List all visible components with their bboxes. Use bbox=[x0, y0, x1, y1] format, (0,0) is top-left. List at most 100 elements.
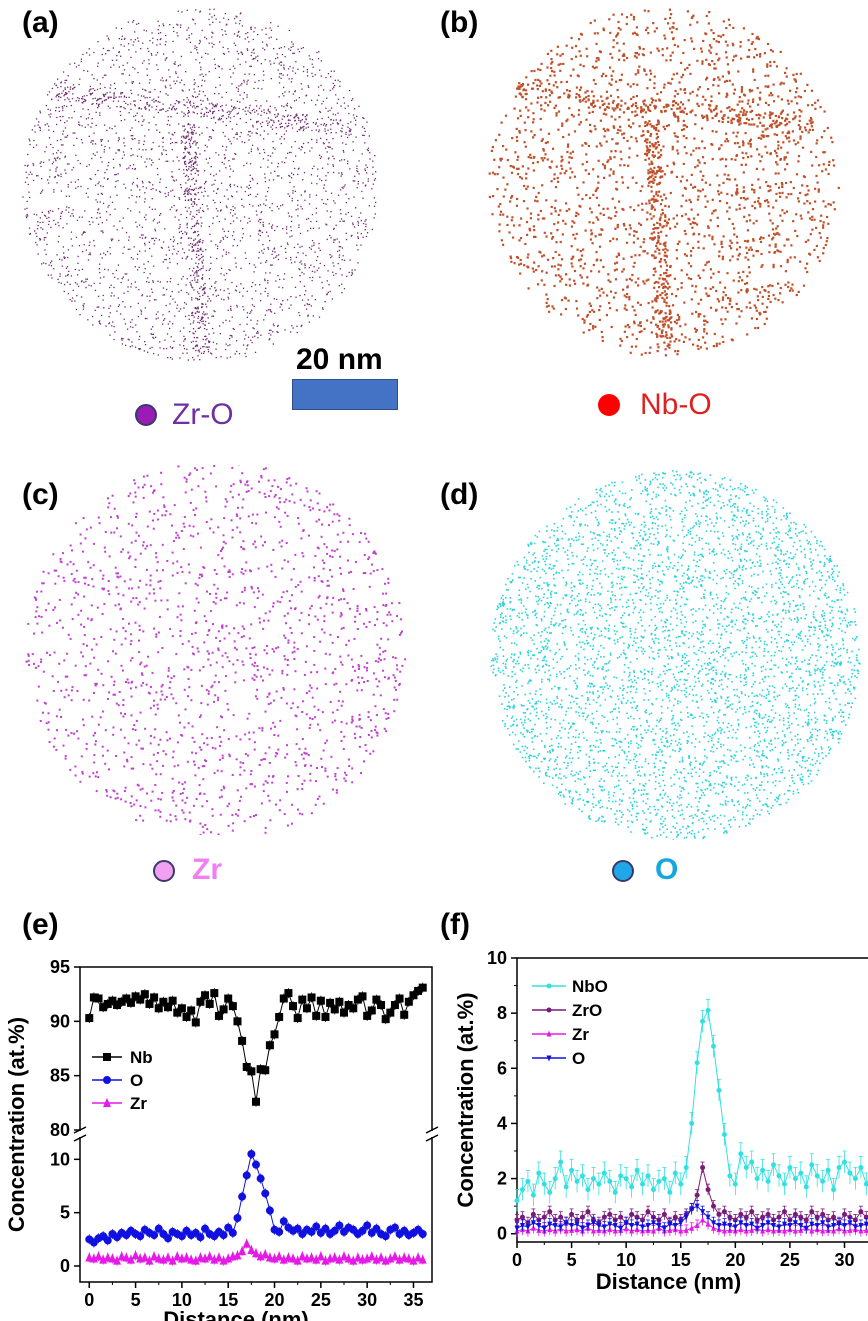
data-point bbox=[847, 1220, 853, 1227]
data-point bbox=[108, 996, 117, 1005]
data-point bbox=[99, 1003, 108, 1012]
data-point bbox=[711, 1220, 716, 1227]
data-point bbox=[661, 1211, 667, 1217]
data-point bbox=[136, 995, 145, 1004]
data-point bbox=[103, 1076, 111, 1084]
data-point bbox=[607, 1178, 613, 1184]
data-point bbox=[326, 998, 335, 1007]
data-point bbox=[820, 1211, 826, 1217]
data-point bbox=[863, 1221, 868, 1228]
data-point bbox=[558, 1159, 564, 1165]
data-point bbox=[386, 1008, 395, 1017]
data-point bbox=[187, 1006, 196, 1015]
data-point bbox=[640, 1181, 646, 1187]
o-legend-dot bbox=[612, 860, 634, 882]
data-point bbox=[809, 1209, 815, 1215]
data-point bbox=[552, 1176, 558, 1182]
legend-label: O bbox=[572, 1049, 585, 1068]
data-point bbox=[265, 1252, 274, 1262]
data-point bbox=[519, 1214, 525, 1220]
data-point bbox=[814, 1222, 820, 1229]
data-point bbox=[140, 990, 149, 999]
data-point bbox=[270, 1030, 279, 1039]
panel-label-b: (b) bbox=[440, 6, 479, 39]
data-point bbox=[738, 1220, 744, 1227]
data-point bbox=[547, 1209, 553, 1215]
data-point bbox=[825, 1167, 831, 1173]
data-point bbox=[154, 1253, 163, 1263]
data-point bbox=[228, 1228, 237, 1237]
data-point bbox=[623, 1225, 629, 1232]
data-point bbox=[177, 1004, 186, 1013]
zr-o-legend-dot bbox=[135, 404, 157, 426]
y-tick-label: 5 bbox=[60, 1203, 70, 1223]
data-point bbox=[89, 993, 98, 1002]
data-point bbox=[842, 1222, 847, 1229]
data-point bbox=[738, 1211, 744, 1217]
data-point bbox=[530, 1192, 536, 1198]
data-point bbox=[852, 1176, 858, 1182]
data-point bbox=[792, 1220, 798, 1227]
data-point bbox=[771, 1162, 777, 1168]
data-point bbox=[705, 1187, 711, 1193]
data-point bbox=[164, 1003, 172, 1012]
data-point bbox=[765, 1178, 771, 1184]
data-point bbox=[716, 1211, 722, 1217]
data-point bbox=[113, 1001, 122, 1010]
data-point bbox=[563, 1227, 569, 1234]
data-point bbox=[749, 1209, 755, 1215]
data-point bbox=[103, 1098, 111, 1107]
legend-label: O bbox=[130, 1071, 143, 1090]
data-point bbox=[547, 1221, 553, 1228]
data-point bbox=[108, 1253, 117, 1263]
data-point bbox=[418, 1254, 427, 1264]
data-point bbox=[191, 1018, 200, 1027]
data-point bbox=[771, 1222, 777, 1229]
data-point bbox=[182, 1012, 191, 1021]
y-tick-label: 0 bbox=[60, 1256, 70, 1276]
data-point bbox=[233, 1214, 242, 1222]
data-point bbox=[409, 1255, 418, 1265]
data-point bbox=[525, 1178, 531, 1184]
data-point bbox=[293, 1255, 302, 1265]
data-point bbox=[546, 1030, 552, 1037]
data-point bbox=[743, 1214, 749, 1220]
data-point bbox=[196, 997, 205, 1006]
data-point bbox=[312, 1011, 321, 1020]
series-nbo bbox=[514, 998, 868, 1212]
data-point bbox=[590, 1220, 596, 1227]
data-point bbox=[814, 1214, 820, 1220]
data-point bbox=[787, 1222, 793, 1229]
data-point bbox=[154, 1224, 163, 1233]
data-point bbox=[749, 1221, 755, 1228]
data-point bbox=[404, 1253, 413, 1263]
data-point bbox=[847, 1170, 853, 1176]
data-point bbox=[760, 1167, 766, 1173]
y-tick-label: 2 bbox=[497, 1169, 507, 1189]
data-point bbox=[536, 1170, 542, 1176]
o-atom-map bbox=[490, 470, 861, 840]
data-point bbox=[618, 1214, 624, 1220]
data-point bbox=[316, 996, 325, 1005]
data-point bbox=[683, 1214, 689, 1221]
data-point bbox=[541, 1181, 547, 1187]
scale-bar bbox=[292, 379, 398, 410]
data-point bbox=[150, 1251, 159, 1261]
data-point bbox=[321, 1224, 330, 1233]
data-point bbox=[275, 1012, 284, 1021]
data-point bbox=[716, 1087, 722, 1093]
series-o bbox=[514, 1200, 868, 1234]
data-point bbox=[307, 1227, 316, 1236]
data-point bbox=[103, 1053, 111, 1061]
data-point bbox=[238, 1192, 247, 1201]
y-tick-label: 6 bbox=[497, 1058, 507, 1078]
data-point bbox=[612, 1222, 618, 1229]
data-point bbox=[409, 991, 418, 1000]
y-axis-label: Concentration (at.%) bbox=[453, 992, 478, 1207]
data-point bbox=[743, 1165, 749, 1171]
data-point bbox=[732, 1224, 738, 1231]
data-point bbox=[809, 1162, 815, 1168]
data-point bbox=[634, 1167, 640, 1173]
data-point bbox=[689, 1224, 695, 1231]
x-tick-label: 15 bbox=[671, 1250, 691, 1270]
